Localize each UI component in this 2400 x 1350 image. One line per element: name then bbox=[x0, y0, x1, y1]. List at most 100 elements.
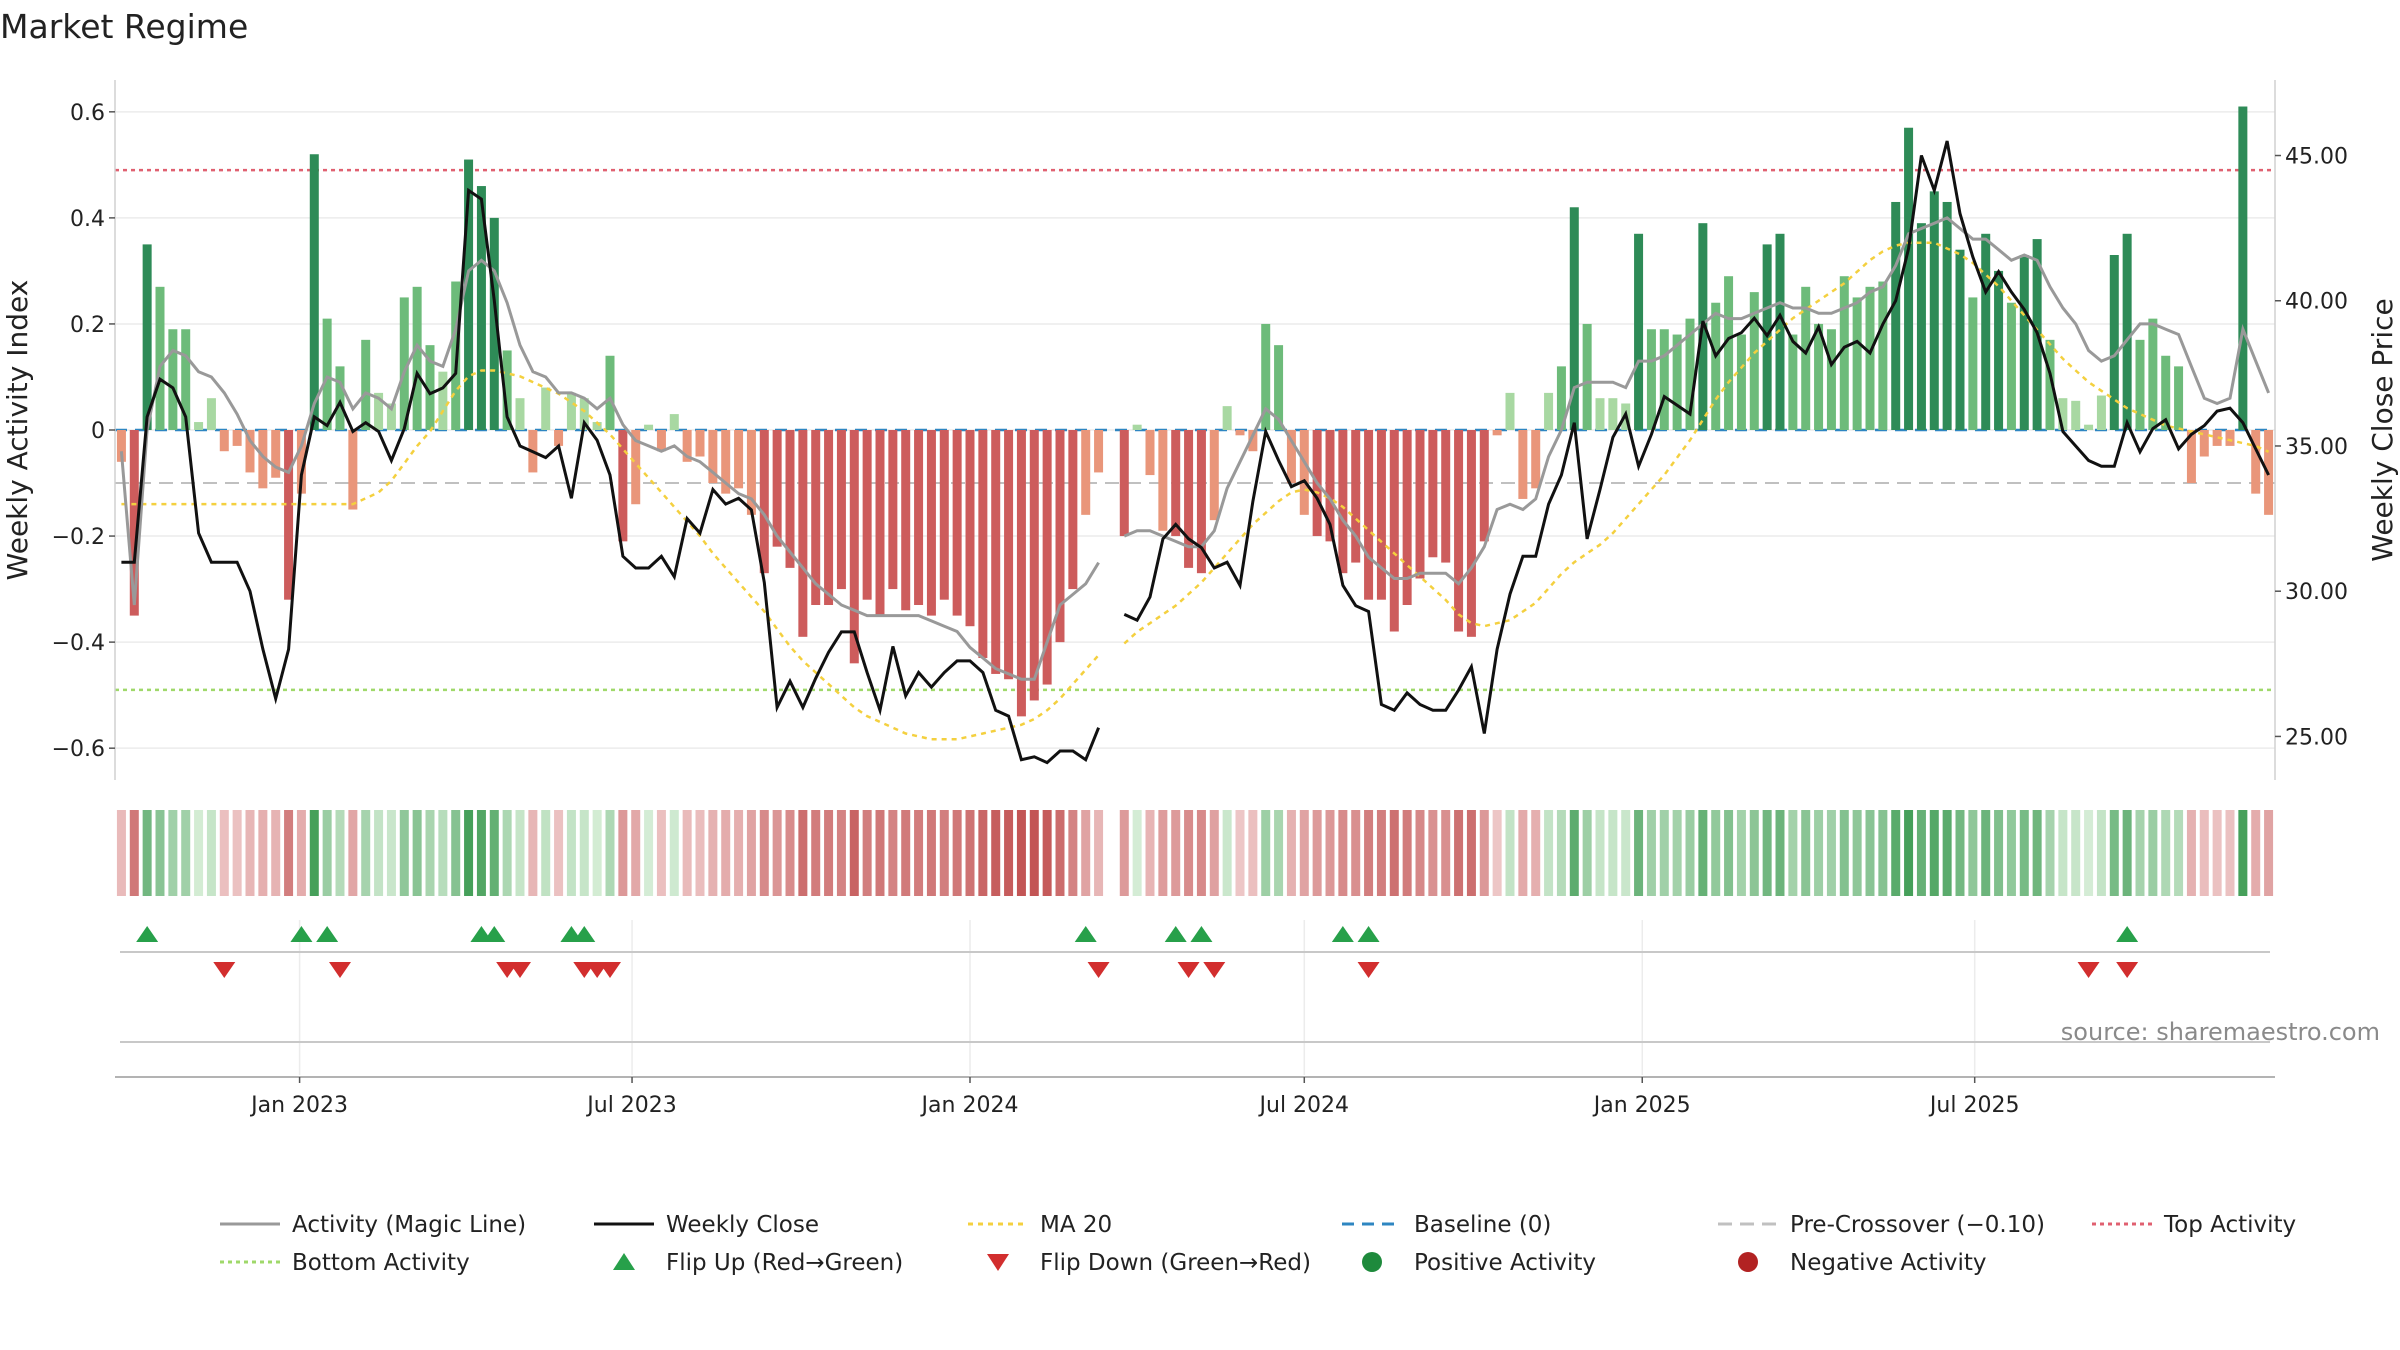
activity-bar bbox=[1081, 430, 1091, 515]
flip-down-marker bbox=[329, 962, 351, 978]
activity-bar bbox=[1222, 406, 1232, 430]
regime-strip-cell bbox=[502, 810, 512, 896]
activity-bar bbox=[592, 422, 602, 430]
flip-up-marker bbox=[483, 926, 506, 942]
regime-strip-cell bbox=[1544, 810, 1554, 896]
regime-strip-cell bbox=[991, 810, 1001, 896]
activity-bar bbox=[2161, 355, 2171, 430]
regime-strip-cell bbox=[1698, 810, 1708, 896]
regime-strip-cell bbox=[1505, 810, 1515, 896]
legend-swatch bbox=[987, 1254, 1009, 1271]
y-left-tick-label: −0.2 bbox=[52, 525, 105, 550]
regime-strip-cell bbox=[1171, 810, 1181, 896]
regime-strip-cell bbox=[1119, 810, 1129, 896]
regime-strip-cell bbox=[1569, 810, 1579, 896]
activity-bar bbox=[1505, 392, 1515, 430]
regime-strip-cell bbox=[476, 810, 486, 896]
activity-bar bbox=[1235, 430, 1245, 436]
regime-strip-cell bbox=[309, 810, 319, 896]
regime-strip-cell bbox=[721, 810, 731, 896]
activity-magic-line bbox=[119, 216, 2270, 681]
activity-bar bbox=[746, 430, 756, 515]
activity-bar bbox=[1916, 223, 1926, 430]
regime-strip-cell bbox=[322, 810, 332, 896]
legend-label: Baseline (0) bbox=[1414, 1212, 1551, 1238]
x-tick-label: Jan 2024 bbox=[920, 1093, 1019, 1118]
regime-strip-cell bbox=[142, 810, 152, 896]
flip-down-marker bbox=[1357, 962, 1380, 978]
regime-strip-cell bbox=[2071, 810, 2081, 896]
x-tick-label: Jan 2023 bbox=[249, 1093, 348, 1118]
activity-bar bbox=[2058, 398, 2068, 430]
regime-strip-cell bbox=[2058, 810, 2068, 896]
activity-bar bbox=[1724, 276, 1734, 430]
regime-strip-cell bbox=[1428, 810, 1438, 896]
regime-strip-cell bbox=[361, 810, 371, 896]
activity-bar bbox=[1968, 297, 1978, 430]
activity-bar bbox=[1196, 430, 1206, 574]
activity-bar bbox=[258, 430, 268, 489]
activity-bar bbox=[1685, 318, 1695, 430]
legend-item: MA 20 bbox=[968, 1212, 1112, 1238]
regime-strip-cell bbox=[1608, 810, 1618, 896]
y-right-tick-label: 40.00 bbox=[2285, 290, 2348, 315]
regime-strip-cell bbox=[129, 810, 139, 896]
activity-bar bbox=[361, 339, 371, 430]
activity-bar bbox=[464, 159, 474, 430]
activity-bar bbox=[708, 430, 718, 484]
activity-bar bbox=[785, 430, 795, 568]
activity-bar bbox=[862, 430, 872, 600]
flip-down-marker bbox=[213, 962, 236, 978]
regime-strip-cell bbox=[926, 810, 936, 896]
activity-bar bbox=[1158, 430, 1168, 531]
activity-bar bbox=[1454, 430, 1464, 632]
regime-strip-cell bbox=[1376, 810, 1386, 896]
regime-strip-cell bbox=[1325, 810, 1335, 896]
activity-bar bbox=[1466, 430, 1476, 637]
activity-bar bbox=[1569, 207, 1579, 430]
activity-bar bbox=[1248, 430, 1258, 452]
regime-strip-cell bbox=[1801, 810, 1811, 896]
y-right-tick-label: 35.00 bbox=[2285, 435, 2348, 460]
flip-down-marker bbox=[509, 962, 531, 978]
regime-strip-cell bbox=[1981, 810, 1991, 896]
activity-bar bbox=[1672, 334, 1682, 430]
flip-markers bbox=[120, 926, 2270, 1043]
legend-item: Bottom Activity bbox=[220, 1250, 470, 1276]
activity-bar bbox=[271, 430, 281, 478]
legend-label: Positive Activity bbox=[1414, 1250, 1596, 1276]
activity-bar bbox=[1788, 334, 1798, 430]
regime-strip-cell bbox=[206, 810, 216, 896]
activity-bar bbox=[309, 154, 319, 430]
activity-bar bbox=[232, 430, 242, 446]
regime-strip-cell bbox=[772, 810, 782, 896]
activity-bar bbox=[2122, 233, 2132, 430]
regime-strip-cell bbox=[374, 810, 384, 896]
activity-bar bbox=[1184, 430, 1194, 568]
activity-bar bbox=[438, 371, 448, 430]
regime-strip-cell bbox=[2135, 810, 2145, 896]
legend-item: Pre-Crossover (−0.10) bbox=[1718, 1212, 2045, 1238]
activity-bar bbox=[1826, 329, 1836, 430]
flip-up-marker bbox=[290, 926, 313, 942]
activity-bar bbox=[2212, 430, 2222, 446]
regime-strip-cell bbox=[1775, 810, 1785, 896]
regime-strip-cell bbox=[258, 810, 268, 896]
regime-strip-cell bbox=[952, 810, 962, 896]
activity-bar bbox=[541, 387, 551, 430]
regime-strip-cell bbox=[1454, 810, 1464, 896]
regime-strip-cell bbox=[682, 810, 692, 896]
regime-strip-cell bbox=[618, 810, 628, 896]
activity-bar bbox=[1595, 398, 1605, 430]
regime-strip-cell bbox=[271, 810, 281, 896]
activity-bar bbox=[836, 430, 846, 590]
activity-bar bbox=[631, 430, 641, 505]
regime-strip-cell bbox=[914, 810, 924, 896]
regime-strip-cell bbox=[1942, 810, 1952, 896]
legend-item: Weekly Close bbox=[594, 1212, 819, 1238]
activity-bar bbox=[284, 430, 294, 600]
activity-bar bbox=[2096, 395, 2106, 430]
activity-bar bbox=[155, 286, 165, 430]
x-tick-label: Jul 2025 bbox=[1928, 1093, 2020, 1118]
legend-swatch bbox=[1362, 1252, 1382, 1272]
